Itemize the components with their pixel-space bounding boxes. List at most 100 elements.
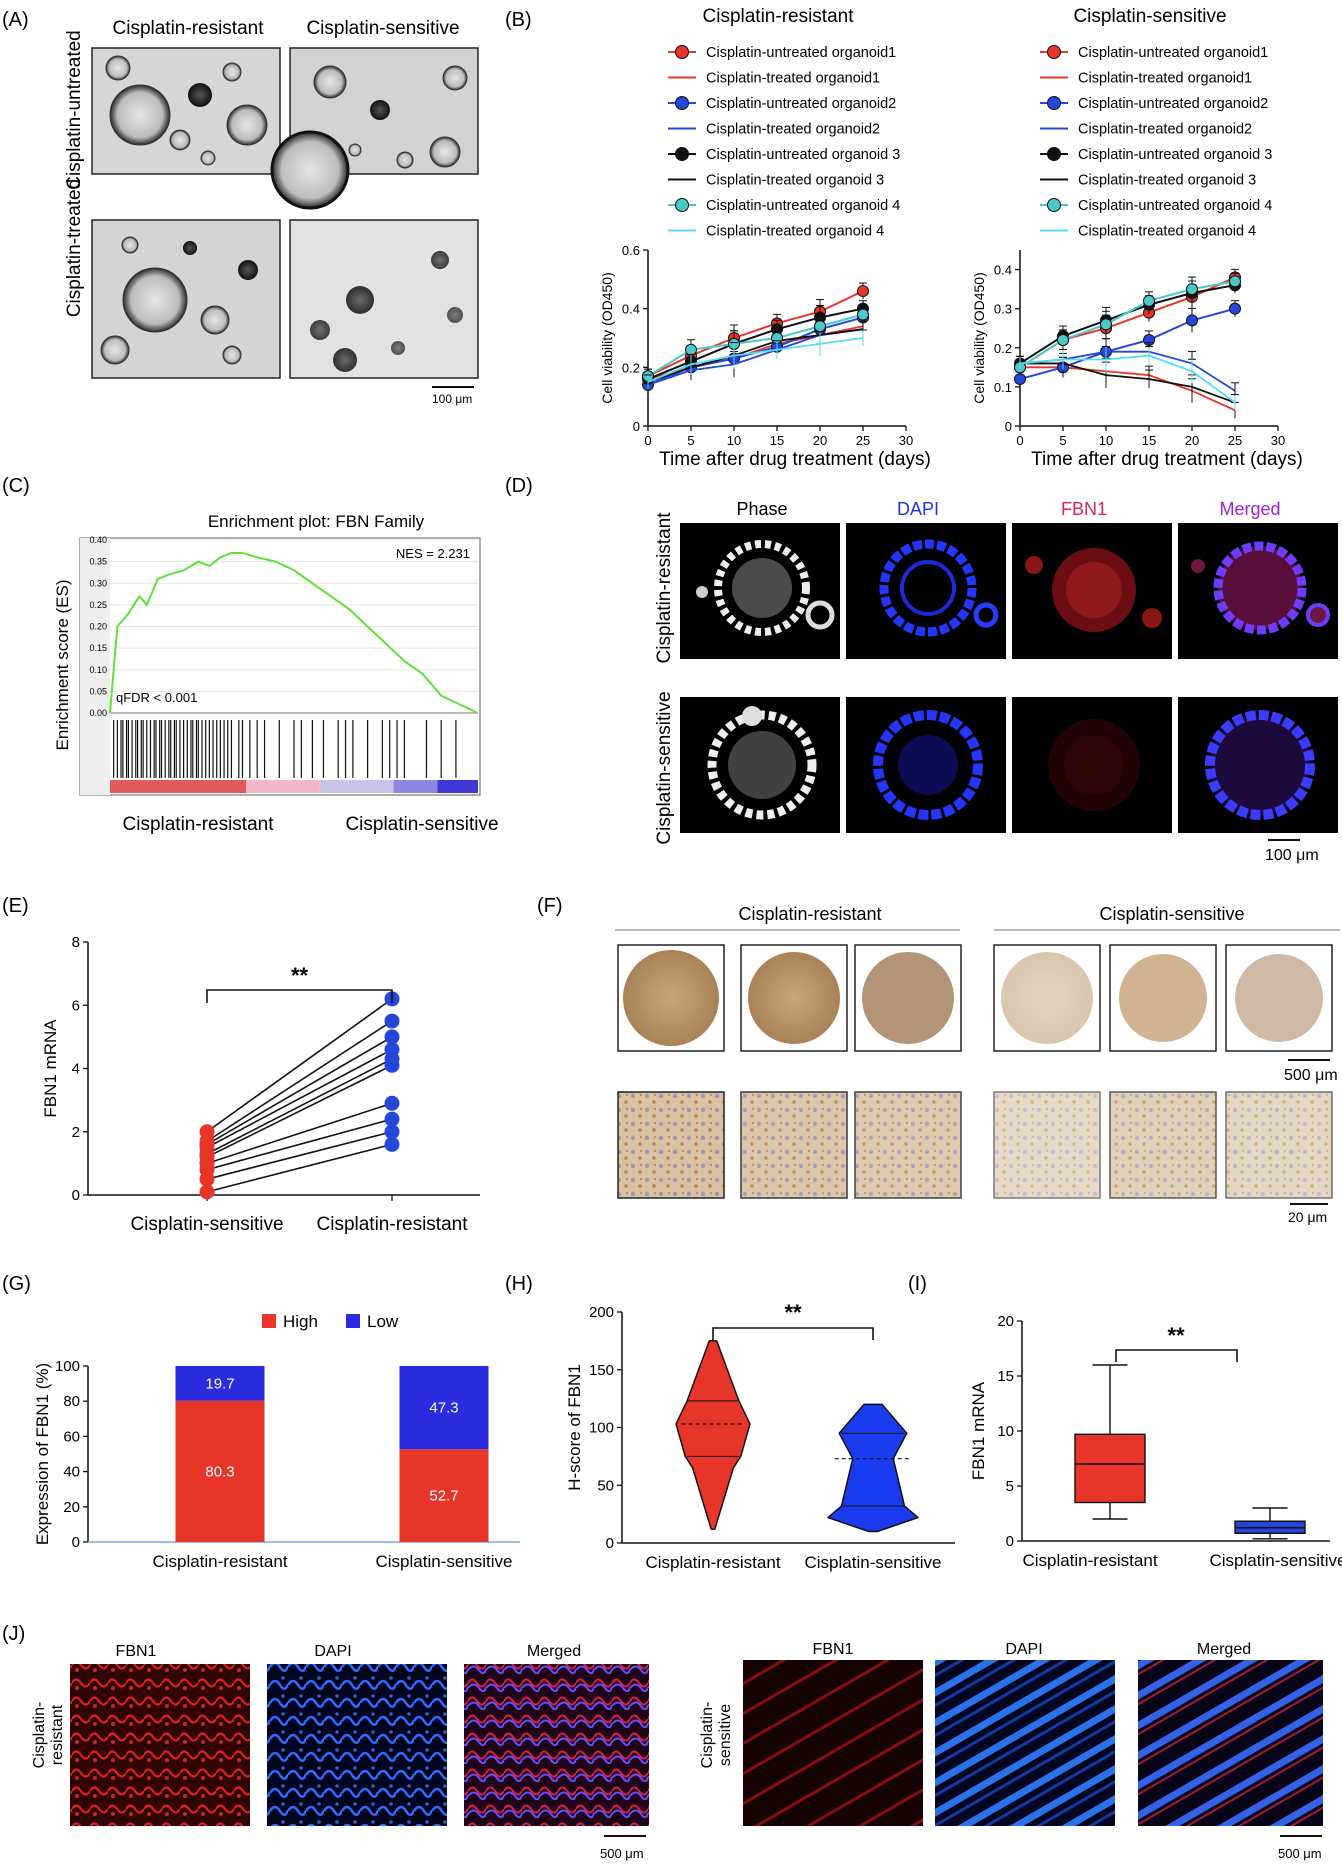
rank-color-bar bbox=[110, 780, 247, 793]
y-tick-label: 0.2 bbox=[622, 360, 640, 375]
ihc-core-resistant-2 bbox=[740, 944, 848, 1052]
legend-label: Cisplatin-untreated organoid2 bbox=[706, 96, 896, 112]
y-axis-label: FBN1 mRNA bbox=[969, 1381, 988, 1480]
y-tick-label: 2 bbox=[72, 1124, 80, 1141]
panel-c: (C) Enrichment plot: FBN Family 0.00 0.05 0… bbox=[2, 475, 499, 835]
legend-marker bbox=[675, 96, 689, 110]
x-tick-label: 10 bbox=[1099, 433, 1113, 448]
box-plot: 0 5 10 15 20 FBN1 mRNA Cisplatin-resistant Cisp… bbox=[969, 1313, 1342, 1570]
series-line bbox=[1019, 307, 1236, 381]
organoid-image-resistant-untreated bbox=[91, 47, 281, 175]
ihc-core-resistant-3 bbox=[854, 944, 962, 1052]
x-tick-label: Cisplatin-resistant bbox=[152, 1552, 287, 1571]
x-tick-label: 30 bbox=[1271, 433, 1285, 448]
y-tick-label: 20 bbox=[63, 1499, 80, 1516]
panel-j-col-dapi-left: DAPI bbox=[314, 1643, 351, 1660]
bar-low bbox=[399, 1366, 489, 1450]
panel-b: (B) Cisplatin-resistant 0 0.2 0.4 0.6 Cell vi… bbox=[505, 6, 1303, 470]
ihc-core-sensitive-2 bbox=[1109, 944, 1217, 1052]
box bbox=[1074, 1433, 1146, 1504]
legend-marker bbox=[1047, 147, 1061, 161]
y-tick-label: 4 bbox=[72, 1061, 80, 1078]
data-point bbox=[814, 320, 826, 333]
legend-marker bbox=[1047, 96, 1061, 110]
group-label-left: Cisplatin-resistant bbox=[123, 814, 275, 835]
x-tick-label: 25 bbox=[1228, 433, 1242, 448]
if-tissue-sensitive-dapi bbox=[935, 1660, 1115, 1826]
y-tick-label: 0.4 bbox=[994, 263, 1012, 278]
x-tick-label: Cisplatin-sensitive bbox=[805, 1553, 942, 1572]
rank-color-bar bbox=[246, 780, 320, 793]
y-axis-label: H-score of FBN1 bbox=[565, 1364, 584, 1491]
y-tick-label: 0.4 bbox=[622, 302, 640, 317]
panel-a-col-sensitive: Cisplatin-sensitive bbox=[306, 18, 459, 39]
x-tick-label: Cisplatin-resistant bbox=[317, 1214, 469, 1235]
sensitive-point bbox=[199, 1184, 215, 1200]
legend-label: Cisplatin-treated organoid 4 bbox=[706, 224, 884, 240]
panel-a-row-untreated: Cisplatin-untreated bbox=[64, 30, 85, 189]
bar-value-high: 80.3 bbox=[205, 1463, 234, 1480]
panel-j-col-fbn1-left: FBN1 bbox=[116, 1643, 157, 1660]
group-label-right: Cisplatin-sensitive bbox=[345, 814, 498, 835]
significance-stars: ** bbox=[784, 1300, 802, 1325]
ihc-core-sensitive-3 bbox=[1225, 944, 1333, 1052]
legend-label: Cisplatin-untreated organoid 4 bbox=[1078, 198, 1272, 214]
plot-frame bbox=[79, 537, 481, 796]
pair-line bbox=[206, 1130, 393, 1180]
data-point bbox=[1229, 302, 1241, 315]
x-tick-label: Cisplatin-resistant bbox=[645, 1553, 780, 1572]
legend-label: Cisplatin-untreated organoid1 bbox=[706, 45, 896, 61]
ihc-core-sensitive-1 bbox=[993, 944, 1101, 1052]
resistant-point bbox=[384, 1029, 400, 1045]
y-axis-label: FBN1 mRNA bbox=[41, 1019, 60, 1118]
panel-label-g: (G) bbox=[2, 1273, 31, 1295]
bar-high bbox=[399, 1449, 489, 1542]
x-tick-label: 30 bbox=[899, 433, 913, 448]
panel-h: (H) 0 50 100 150 200 H-score of FBN1 Cisplatin… bbox=[505, 1273, 955, 1572]
panel-label-h: (H) bbox=[505, 1273, 533, 1295]
pair-line bbox=[206, 998, 393, 1133]
panel-j-col-merged-right: Merged bbox=[1197, 1641, 1251, 1658]
y-tick-label: 0.35 bbox=[89, 557, 107, 567]
bar-value-low: 47.3 bbox=[429, 1400, 458, 1417]
panel-i: (I) 0 5 10 15 20 FBN1 mRNA Cisplatin-resistant… bbox=[908, 1273, 1342, 1570]
organoid-image-resistant-treated bbox=[91, 219, 281, 379]
y-tick-label: 0.1 bbox=[994, 380, 1012, 395]
rank-color-bar bbox=[319, 780, 394, 793]
if-image-resistant-merged bbox=[1178, 523, 1338, 659]
legend-label: Cisplatin-treated organoid2 bbox=[706, 122, 880, 138]
y-tick-label: 0.10 bbox=[89, 665, 107, 675]
legend-swatch bbox=[262, 1314, 276, 1328]
bar-high bbox=[175, 1400, 265, 1542]
y-tick-label: 150 bbox=[589, 1362, 614, 1379]
legend-label: Cisplatin-untreated organoid 3 bbox=[706, 147, 900, 163]
data-point bbox=[685, 343, 697, 356]
resistant-point bbox=[384, 1095, 400, 1111]
significance-stars: ** bbox=[291, 963, 309, 988]
y-tick-label: 5 bbox=[1006, 1478, 1014, 1495]
violin-plot: 0 50 100 150 200 H-score of FBN1 Cisplatin-res… bbox=[565, 1300, 955, 1572]
x-tick-label: 0 bbox=[644, 433, 651, 448]
enrichment-plot: Enrichment plot: FBN Family 0.00 0.05 0.10 0… bbox=[53, 512, 499, 835]
legend-label: Cisplatin-untreated organoid 3 bbox=[1078, 147, 1272, 163]
data-point bbox=[1186, 314, 1198, 327]
x-axis-label: Time after drug treatment (days) bbox=[1031, 449, 1303, 470]
series-line bbox=[1020, 362, 1236, 404]
legend-label: Cisplatin-treated organoid 4 bbox=[1078, 224, 1256, 240]
x-tick-label: 15 bbox=[1142, 433, 1156, 448]
panel-j: (J) FBN1 DAPI Merged FBN1 DAPI Merged Ci… bbox=[2, 1623, 1323, 1861]
sensitive-point bbox=[199, 1124, 215, 1140]
y-tick-label: 0.15 bbox=[89, 643, 107, 653]
panel-j-row-sensitive-1: Cisplatin- bbox=[699, 1702, 716, 1769]
data-point bbox=[1014, 373, 1026, 386]
ihc-zoom-resistant-1 bbox=[617, 1091, 725, 1199]
if-image-sensitive-dapi bbox=[846, 697, 1006, 833]
organoid-image-sensitive-treated bbox=[289, 219, 479, 379]
if-tissue-resistant-merged bbox=[464, 1664, 649, 1826]
legend-label: Cisplatin-treated organoid1 bbox=[1078, 71, 1252, 87]
y-tick-label: 0.3 bbox=[994, 302, 1012, 317]
y-tick-label: 6 bbox=[72, 997, 80, 1014]
bar-low bbox=[175, 1366, 265, 1401]
series-line bbox=[647, 328, 864, 383]
y-tick-label: 0.00 bbox=[89, 708, 107, 718]
